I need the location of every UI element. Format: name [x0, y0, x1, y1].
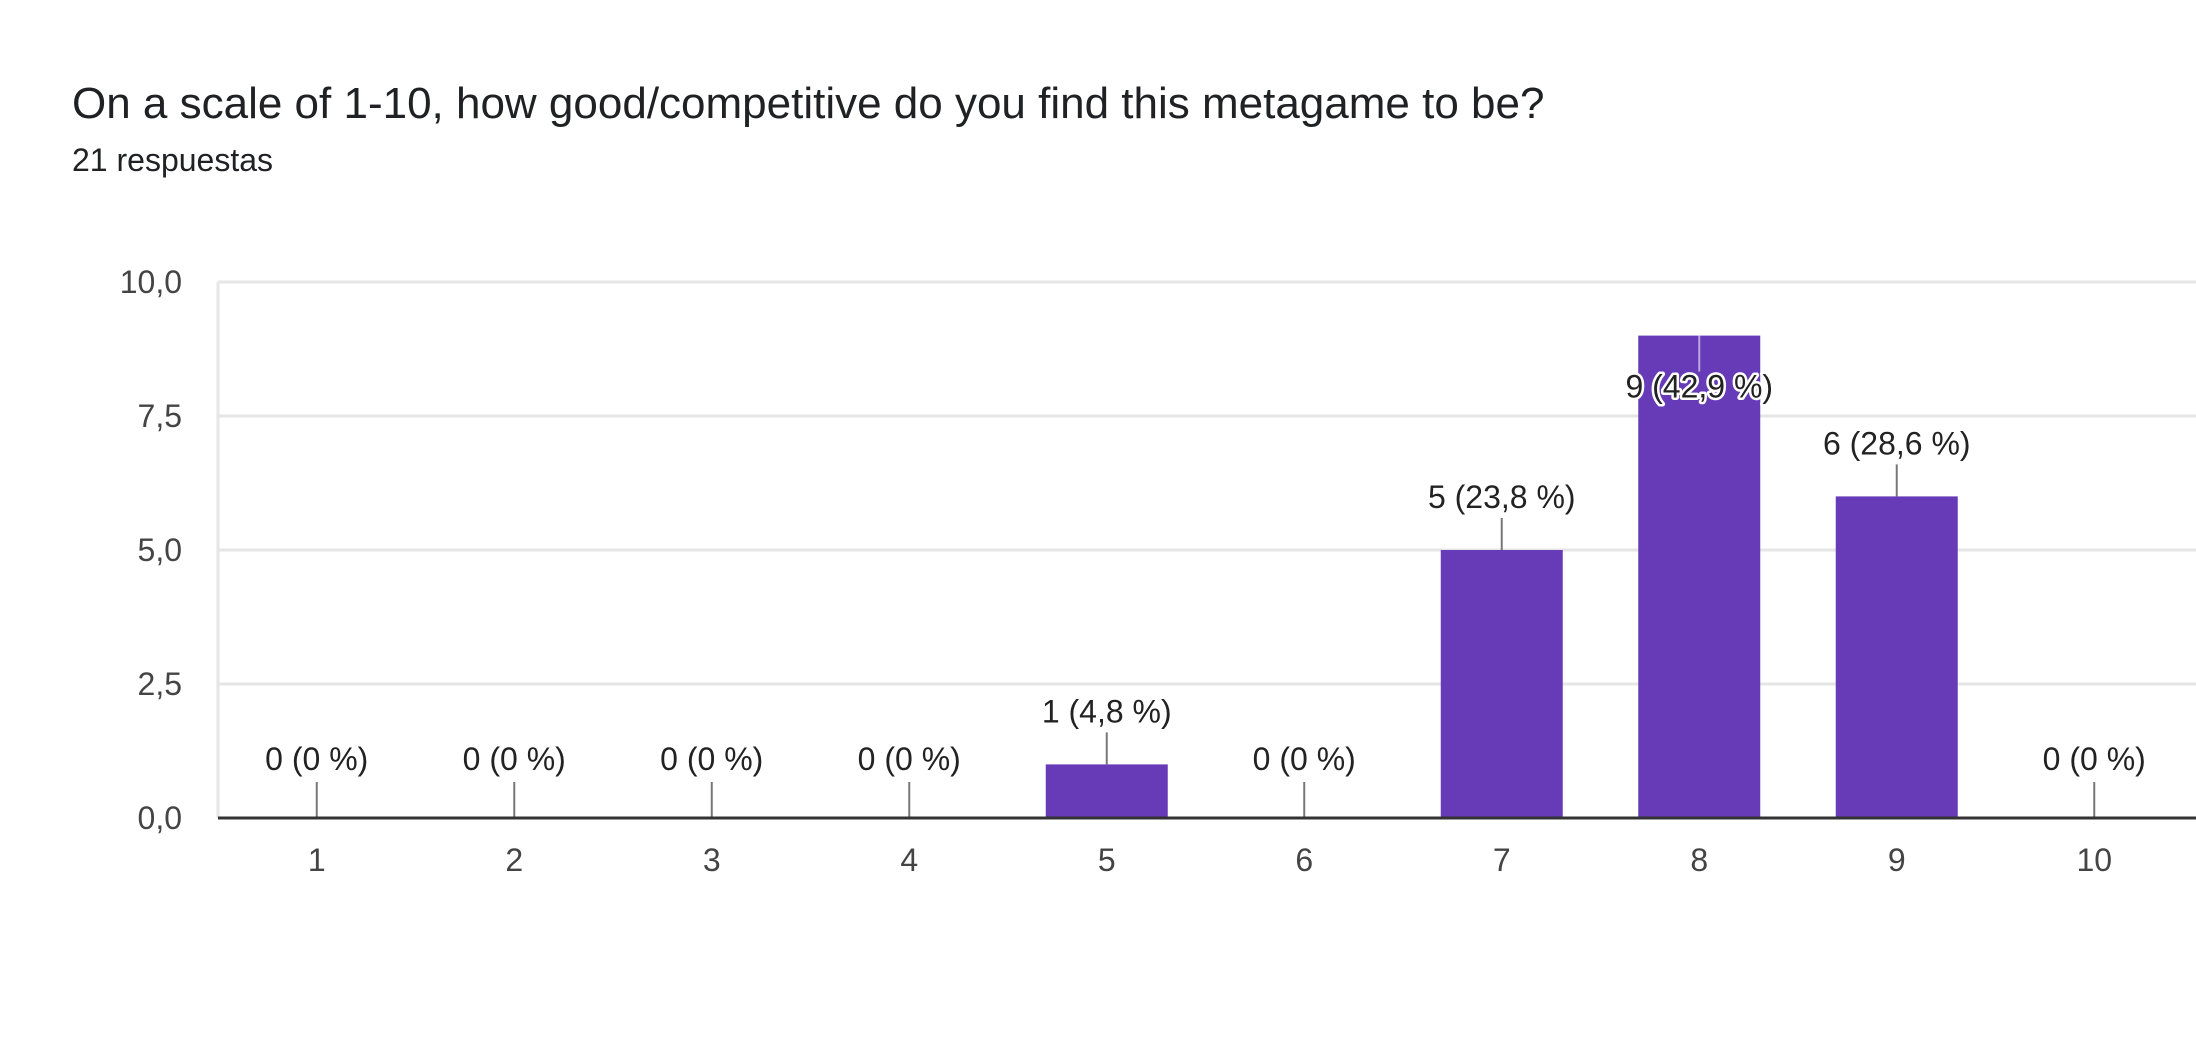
x-tick-label: 10 [2076, 842, 2112, 878]
data-label: 0 (0 %) [463, 741, 566, 777]
chart-title: On a scale of 1-10, how good/competitive… [72, 79, 1545, 128]
x-tick-label: 2 [505, 842, 523, 878]
data-label: 0 (0 %) [265, 741, 368, 777]
y-tick-label: 7,5 [138, 398, 182, 434]
data-label: 1 (4,8 %) [1042, 693, 1172, 729]
x-tick-label: 1 [308, 842, 326, 878]
data-label: 0 (0 %) [660, 741, 763, 777]
x-tick-label: 9 [1888, 842, 1906, 878]
y-tick-label: 10,0 [120, 264, 182, 300]
bar [1835, 496, 1958, 818]
data-label: 0 (0 %) [858, 741, 961, 777]
data-label: 9 (42,9 %) [1625, 369, 1773, 405]
y-tick-label: 5,0 [138, 532, 182, 568]
response-count: 21 respuestas [72, 142, 274, 178]
x-tick-label: 5 [1098, 842, 1116, 878]
x-tick-label: 8 [1690, 842, 1708, 878]
data-label: 6 (28,6 %) [1823, 425, 1971, 461]
y-tick-label: 0,0 [138, 800, 182, 836]
x-tick-label: 7 [1493, 842, 1511, 878]
data-label: 5 (23,8 %) [1428, 479, 1576, 515]
bar [1440, 550, 1563, 818]
bar [1638, 335, 1761, 818]
data-label: 0 (0 %) [2043, 741, 2146, 777]
x-tick-label: 4 [900, 842, 918, 878]
y-tick-label: 2,5 [138, 666, 182, 702]
x-tick-label: 3 [703, 842, 721, 878]
bar [1045, 764, 1168, 818]
data-label: 0 (0 %) [1253, 741, 1356, 777]
x-tick-label: 6 [1295, 842, 1313, 878]
chart-header: On a scale of 1-10, how good/competitive… [72, 78, 1544, 180]
